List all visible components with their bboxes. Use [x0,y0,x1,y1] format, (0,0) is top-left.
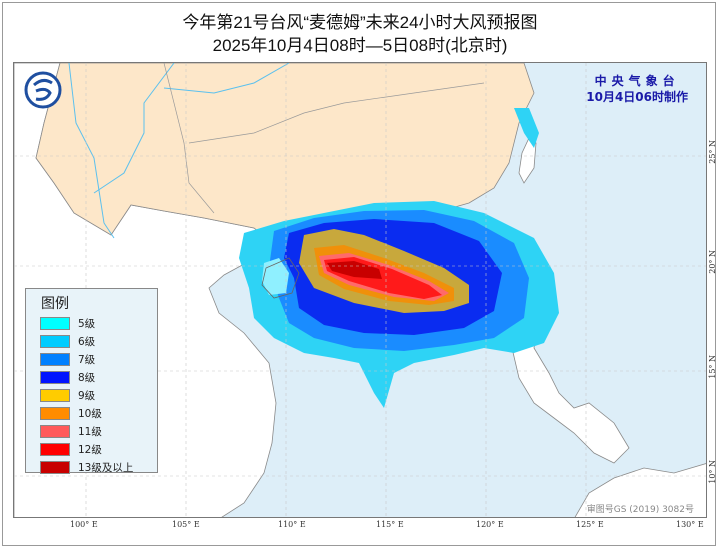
lon-label: 100° E [70,520,98,529]
legend-swatch [40,353,70,366]
lat-label: 10° N [708,460,717,484]
lon-label: 125° E [576,520,604,529]
map-canvas [14,63,706,517]
legend-swatch [40,461,70,474]
wind-zone-strip [514,108,539,148]
legend-swatch [40,317,70,330]
taiwan-island [518,137,537,184]
lat-label: 25° N [708,140,717,164]
map-approval-number: 审图号GS (2019) 3082号 [586,505,694,515]
agency-name: 中央气象台 [594,74,680,88]
lat-label: 20° N [708,250,717,274]
legend-swatch [40,425,70,438]
lon-label: 115° E [376,520,404,529]
legend-swatch [40,371,70,384]
legend-label: 8级 [78,372,96,384]
lat-label: 15° N [708,355,717,379]
wind-zone-5 [262,258,289,295]
river [68,63,115,239]
hainan-island [261,257,300,299]
lon-label: 120° E [476,520,504,529]
issue-time: 10月4日06时制作 [586,90,688,104]
wind-forecast-map: 中央气象台 10月4日06时制作 图例 5级 6级 7级 8级 9级 10级 1… [13,62,707,518]
legend: 图例 5级 6级 7级 8级 9级 10级 11级 12级 13级及以上 [25,288,158,474]
map-title: 今年第21号台风“麦德姆”未来24小时大风预报图 [182,13,538,32]
legend-swatch [40,335,70,348]
river [163,63,290,94]
river [93,63,175,194]
province-border [163,63,485,214]
legend-swatch [40,443,70,456]
legend-label: 10级 [78,408,102,420]
legend-swatch [40,407,70,420]
lon-label: 105° E [172,520,200,529]
legend-label: 12级 [78,444,102,456]
legend-label: 7级 [78,354,96,366]
legend-label: 5级 [78,318,96,330]
philippines-land [505,292,630,464]
legend-label: 11级 [78,426,102,438]
lon-label: 130° E [676,520,704,529]
legend-swatch [40,389,70,402]
agency-block: 中央气象台 10月4日06时制作 [586,73,688,105]
figure-frame [2,2,716,546]
legend-label: 13级及以上 [78,462,134,474]
borneo-land [574,463,706,517]
legend-label: 9级 [78,390,96,402]
legend-label: 6级 [78,336,96,348]
lon-label: 110° E [278,520,306,529]
map-subtitle: 2025年10月4日08时—5日08时(北京时) [212,36,508,55]
legend-title: 图例 [41,296,69,312]
wind-field [239,108,559,408]
wind-zone-13 [327,261,382,279]
